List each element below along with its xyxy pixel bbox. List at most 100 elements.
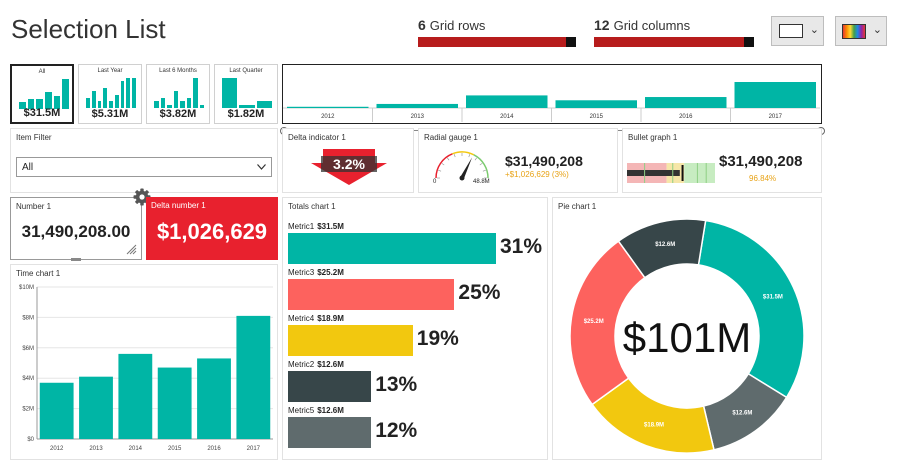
selection-tile-bar bbox=[193, 78, 198, 108]
grid-rows-slider-track[interactable] bbox=[418, 37, 566, 47]
item-filter-dropdown[interactable]: All bbox=[16, 157, 272, 177]
timeline-year-label: 2014 bbox=[500, 114, 514, 120]
time-chart-xtick: 2016 bbox=[207, 446, 221, 452]
grid-columns-control[interactable]: 12 Grid columns bbox=[594, 17, 690, 33]
totals-chart-metric-amount: $12.6M bbox=[317, 360, 344, 369]
selection-tile-bar bbox=[103, 88, 108, 108]
selection-tile-bar bbox=[199, 104, 204, 108]
palette-icon bbox=[842, 24, 866, 39]
selection-tile[interactable]: Last Quarter $1.82M bbox=[214, 64, 278, 124]
move-handle[interactable] bbox=[71, 258, 81, 261]
gear-icon[interactable] bbox=[132, 187, 152, 207]
grid-rows-label: Grid rows bbox=[429, 18, 486, 33]
time-chart-bar bbox=[236, 315, 271, 439]
grid-rows-slider-handle[interactable] bbox=[566, 37, 576, 47]
bullet-graph-tile: Bullet graph 1 $31,490,208 96.84% bbox=[622, 128, 822, 193]
background-style-button[interactable]: ⌄ bbox=[771, 16, 824, 46]
selection-tile-bar bbox=[97, 101, 102, 108]
pie-chart-slice bbox=[617, 218, 707, 279]
totals-chart-label: Metric1 $31.5M bbox=[288, 222, 344, 231]
selection-tile-label: Last Quarter bbox=[229, 68, 263, 74]
selection-tile-bar bbox=[126, 78, 131, 108]
selection-tile-bar bbox=[19, 102, 26, 109]
pie-chart-slice-label: $31.5M bbox=[763, 295, 783, 301]
totals-chart-metric-name: Metric3 bbox=[288, 268, 315, 277]
time-chart-xtick: 2015 bbox=[168, 446, 182, 452]
selection-tile[interactable]: Last 6 Months $3.82M bbox=[146, 64, 210, 124]
time-chart-ytick: $2M bbox=[22, 407, 34, 413]
blank-rectangle-icon bbox=[779, 24, 803, 38]
item-filter-tile: Item Filter All bbox=[10, 128, 278, 193]
time-chart-ytick: $4M bbox=[22, 376, 34, 382]
item-filter-title: Item Filter bbox=[16, 133, 52, 142]
totals-chart-metric-name: Metric5 bbox=[288, 406, 315, 415]
timeline-year-label: 2013 bbox=[411, 114, 425, 120]
grid-columns-label: Grid columns bbox=[613, 18, 691, 33]
totals-chart-bar[interactable] bbox=[288, 325, 413, 356]
selection-tile-bar bbox=[114, 94, 119, 108]
radial-gauge-min: 0 bbox=[433, 179, 437, 185]
totals-chart-metric-name: Metric2 bbox=[288, 360, 315, 369]
delta-indicator-value: 3.2% bbox=[333, 156, 365, 172]
selection-tile-bar bbox=[256, 101, 272, 108]
radial-gauge-delta: +$1,026,629 (3%) bbox=[505, 170, 569, 179]
totals-chart-label: Metric3 $25.2M bbox=[288, 268, 344, 277]
pie-chart-center-label: $101M bbox=[622, 314, 752, 361]
selection-tile-value: $31.5M bbox=[23, 107, 61, 119]
resize-grip-icon[interactable] bbox=[125, 243, 137, 255]
totals-chart-bar[interactable] bbox=[288, 371, 372, 402]
radial-gauge-title: Radial gauge 1 bbox=[424, 133, 478, 142]
timeline-bar bbox=[376, 103, 458, 108]
selection-tile[interactable]: All $31.5M bbox=[10, 64, 74, 124]
selection-tile-bar bbox=[36, 99, 43, 109]
pie-chart-slice-label: $12.6M bbox=[732, 411, 752, 417]
totals-chart-percent: 19% bbox=[416, 327, 459, 350]
selection-tile-bar bbox=[27, 99, 35, 109]
totals-chart-bar[interactable] bbox=[288, 279, 455, 310]
pie-chart-slice bbox=[569, 240, 646, 406]
selection-tile-bar bbox=[154, 101, 159, 108]
color-palette-button[interactable]: ⌄ bbox=[835, 16, 887, 46]
totals-chart-metric-amount: $25.2M bbox=[317, 268, 344, 277]
timeline-bar bbox=[555, 100, 637, 108]
selection-tile-bar bbox=[120, 81, 125, 108]
grid-columns-slider-handle[interactable] bbox=[744, 37, 754, 47]
pie-chart-tile: Pie chart 1 $31.5M $12.6M $18.9M $25.2M $12.… bbox=[552, 197, 822, 460]
time-chart-bar bbox=[79, 376, 113, 439]
selection-tile[interactable]: Last Year $5.31M bbox=[78, 64, 142, 124]
totals-chart-label: Metric4 $18.9M bbox=[288, 314, 344, 323]
grid-rows-value: 6 bbox=[418, 17, 426, 33]
timeline-selector[interactable]: 2012 2013 2014 2015 2016 2017 bbox=[282, 64, 822, 124]
number-tile[interactable]: Number 1 31,490,208.00 bbox=[10, 197, 142, 261]
bullet-graph-value-bar bbox=[627, 170, 680, 176]
time-chart-xtick: 2014 bbox=[129, 446, 143, 452]
radial-gauge-max: 48.8M bbox=[473, 179, 490, 185]
time-chart-bar bbox=[197, 358, 231, 439]
selection-tile-value: $3.82M bbox=[159, 108, 197, 120]
totals-chart-metric-name: Metric4 bbox=[288, 314, 315, 323]
time-chart-ytick: $10M bbox=[19, 285, 34, 291]
selection-tile-bar bbox=[86, 98, 90, 108]
totals-chart-metric-amount: $18.9M bbox=[317, 314, 344, 323]
radial-gauge-value: $31,490,208 bbox=[505, 153, 583, 169]
totals-chart-percent: 31% bbox=[500, 235, 543, 258]
time-chart-xtick: 2013 bbox=[89, 446, 103, 452]
totals-chart-bar[interactable] bbox=[288, 417, 372, 448]
totals-chart-title: Totals chart 1 bbox=[288, 202, 336, 211]
totals-chart-bar[interactable] bbox=[288, 233, 496, 264]
grid-rows-control[interactable]: 6 Grid rows bbox=[418, 17, 485, 33]
grid-columns-slider-track[interactable] bbox=[594, 37, 744, 47]
timeline-year-label: 2016 bbox=[679, 114, 693, 120]
timeline-bar bbox=[734, 82, 816, 108]
selection-tile-bar bbox=[45, 92, 52, 109]
totals-chart-percent: 13% bbox=[375, 373, 418, 396]
timeline-bars: 2012 2013 2014 2015 2016 2017 bbox=[283, 82, 820, 122]
timeline-bar bbox=[645, 97, 727, 108]
totals-chart-metric-name: Metric1 bbox=[288, 222, 315, 231]
pie-chart-title: Pie chart 1 bbox=[558, 202, 597, 211]
delta-indicator-tile: Delta indicator 1 3.2% bbox=[282, 128, 414, 193]
pie-chart-slice-label: $18.9M bbox=[644, 423, 664, 429]
delta-indicator-title: Delta indicator 1 bbox=[288, 133, 346, 142]
totals-chart-metric-amount: $12.6M bbox=[317, 406, 344, 415]
bullet-graph-bar bbox=[627, 163, 715, 183]
